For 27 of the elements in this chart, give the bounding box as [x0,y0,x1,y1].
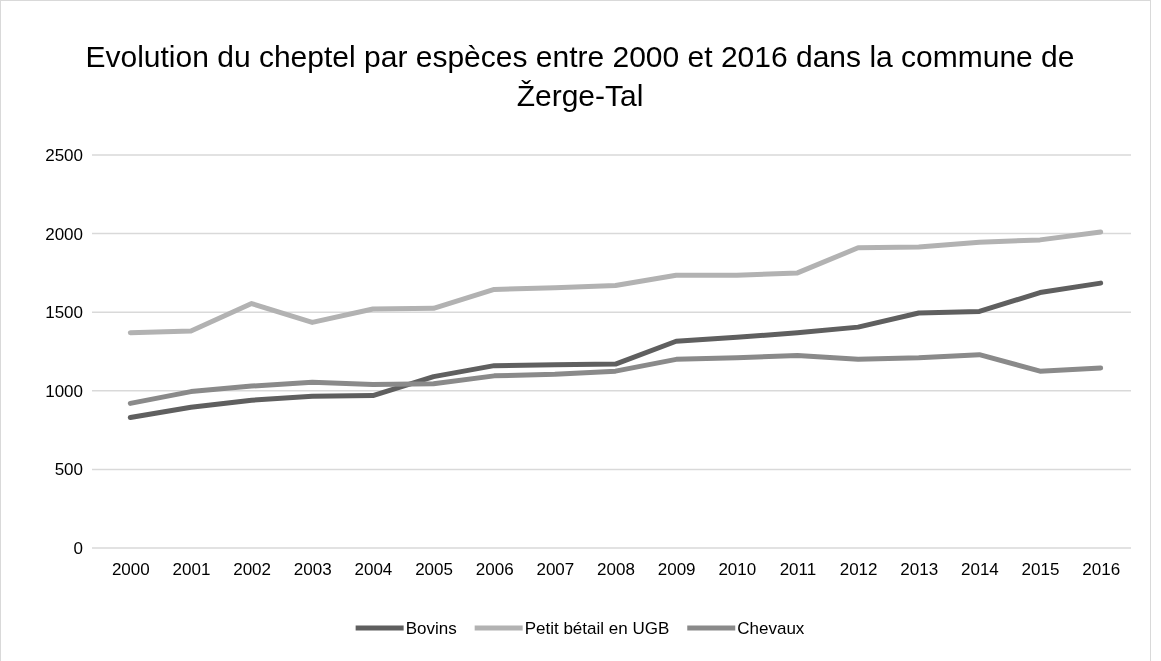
y-tick-label: 1500 [45,303,83,323]
x-tick-label: 2009 [657,560,696,580]
x-tick-label: 2014 [960,560,999,580]
x-tick-label: 2003 [293,560,332,580]
legend-label: Chevaux [737,619,805,638]
x-tick-label: 2013 [900,560,939,580]
chart-title: Evolution du cheptel par espèces entre 2000 et 2016 dans la commune de Žerge-Tal [85,40,1075,112]
x-tick-label: 2011 [779,560,817,580]
y-tick-label: 500 [54,460,83,480]
x-tick-label: 2012 [839,560,878,580]
x-tick-label: 2016 [1082,560,1121,580]
legend-label: Petit bétail en UGB [524,619,670,638]
x-tick-label: 2002 [233,560,272,580]
y-tick-label: 1000 [45,381,83,401]
y-tick-label: 0 [73,538,83,558]
y-tick-label: 2500 [45,145,83,165]
x-tick-label: 2010 [718,560,757,580]
legend-label: Bovins [405,619,457,638]
x-tick-label: 2008 [597,560,635,580]
x-tick-label: 2005 [415,560,453,580]
x-tick-label: 2001 [172,560,211,580]
x-tick-label: 2004 [354,560,393,580]
x-tick-label: 2000 [111,560,150,580]
y-tick-label: 2000 [45,224,83,244]
x-tick-label: 2006 [475,560,514,580]
x-tick-label: 2007 [536,560,575,580]
x-tick-label: 2015 [1021,560,1060,580]
